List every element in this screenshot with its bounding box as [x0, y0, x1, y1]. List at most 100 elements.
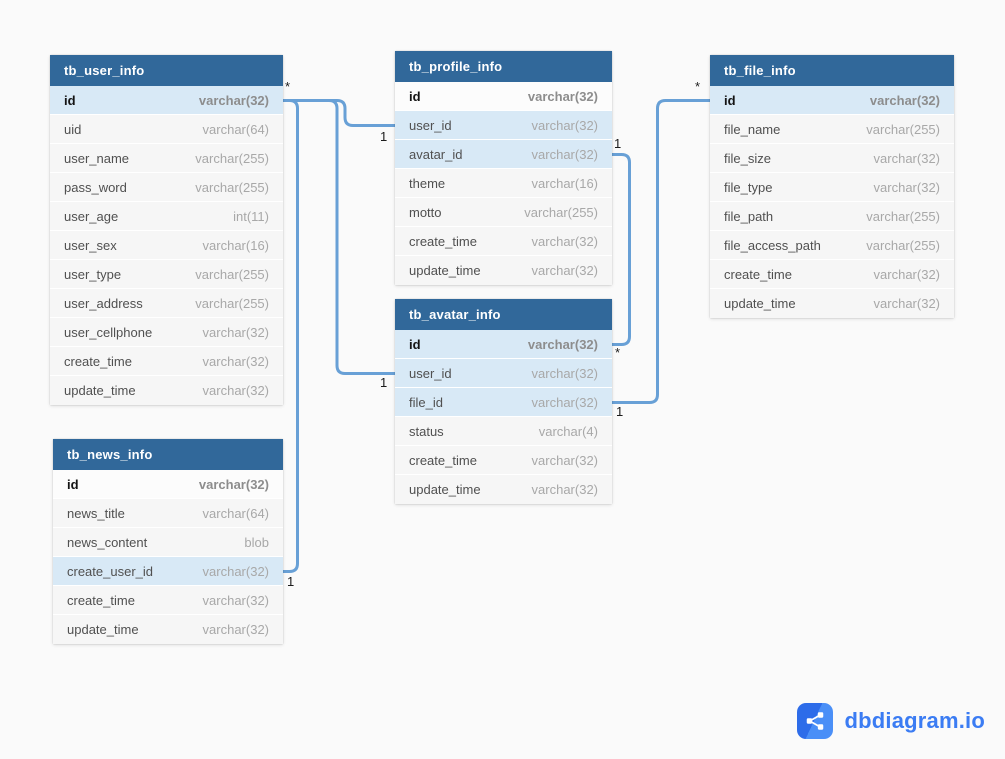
field-name: create_time [724, 266, 792, 282]
field-row-tb_file_info-file_size[interactable]: file_size varchar(32) [710, 144, 954, 173]
relationship-line tb_profile_info.avatar_id->tb_avatar_info.id[interactable] [612, 153, 631, 346]
field-row-tb_user_info-uid[interactable]: uid varchar(64) [50, 115, 283, 144]
field-name: file_size [724, 150, 771, 166]
cardinality-label: 1 [616, 404, 624, 419]
field-row-tb_user_info-pass_word[interactable]: pass_word varchar(255) [50, 173, 283, 202]
cardinality-label: 1 [380, 375, 388, 390]
field-row-tb_news_info-id[interactable]: id varchar(32) [53, 470, 283, 499]
field-type: varchar(255) [195, 295, 269, 311]
field-type: varchar(255) [866, 121, 940, 137]
field-row-tb_avatar_info-file_id[interactable]: file_id varchar(32) [395, 388, 612, 417]
table-header-tb_news_info[interactable]: tb_news_info [53, 439, 283, 470]
field-type: varchar(32) [527, 336, 598, 352]
field-type: varchar(16) [202, 237, 269, 253]
field-type: varchar(255) [866, 237, 940, 253]
field-row-tb_news_info-create_time[interactable]: create_time varchar(32) [53, 586, 283, 615]
field-name: motto [409, 204, 442, 220]
field-row-tb_avatar_info-status[interactable]: status varchar(4) [395, 417, 612, 446]
field-row-tb_user_info-user_cellphone[interactable]: user_cellphone varchar(32) [50, 318, 283, 347]
field-row-tb_profile_info-update_time[interactable]: update_time varchar(32) [395, 256, 612, 285]
table-tb_profile_info[interactable]: tb_profile_info id varchar(32) user_id varch… [395, 51, 612, 285]
field-type: varchar(32) [531, 365, 598, 381]
field-row-tb_profile_info-motto[interactable]: motto varchar(255) [395, 198, 612, 227]
field-type: blob [244, 534, 269, 550]
field-name: status [409, 423, 444, 439]
field-row-tb_profile_info-avatar_id[interactable]: avatar_id varchar(32) [395, 140, 612, 169]
cardinality-label: * [695, 79, 701, 94]
field-name: avatar_id [409, 146, 463, 162]
field-type: varchar(32) [202, 563, 269, 579]
field-name: user_cellphone [64, 324, 153, 340]
field-type: varchar(32) [527, 88, 598, 104]
field-name: create_time [409, 452, 477, 468]
field-row-tb_user_info-create_time[interactable]: create_time varchar(32) [50, 347, 283, 376]
field-name: file_type [724, 179, 773, 195]
field-row-tb_user_info-id[interactable]: id varchar(32) [50, 86, 283, 115]
field-row-tb_profile_info-id[interactable]: id varchar(32) [395, 82, 612, 111]
field-row-tb_avatar_info-id[interactable]: id varchar(32) [395, 330, 612, 359]
field-name: create_time [409, 233, 477, 249]
field-row-tb_user_info-user_name[interactable]: user_name varchar(255) [50, 144, 283, 173]
field-row-tb_avatar_info-create_time[interactable]: create_time varchar(32) [395, 446, 612, 475]
field-name: id [67, 476, 79, 492]
field-type: varchar(32) [202, 324, 269, 340]
field-name: uid [64, 121, 82, 137]
table-header-tb_file_info[interactable]: tb_file_info [710, 55, 954, 86]
relationship-line tb_user_info.id->tb_avatar_info.user_id[interactable] [283, 99, 395, 375]
field-row-tb_file_info-file_name[interactable]: file_name varchar(255) [710, 115, 954, 144]
field-row-tb_news_info-news_title[interactable]: news_title varchar(64) [53, 499, 283, 528]
field-type: varchar(32) [202, 383, 269, 398]
field-name: news_title [67, 505, 125, 521]
field-row-tb_user_info-user_age[interactable]: user_age int(11) [50, 202, 283, 231]
field-type: varchar(32) [873, 266, 940, 282]
dbdiagram-watermark[interactable]: dbdiagram.io [797, 703, 985, 739]
field-row-tb_news_info-update_time[interactable]: update_time varchar(32) [53, 615, 283, 644]
field-row-tb_file_info-file_access_path[interactable]: file_access_path varchar(255) [710, 231, 954, 260]
field-row-tb_file_info-id[interactable]: id varchar(32) [710, 86, 954, 115]
field-type: varchar(32) [531, 482, 598, 497]
field-row-tb_avatar_info-user_id[interactable]: user_id varchar(32) [395, 359, 612, 388]
table-header-tb_avatar_info[interactable]: tb_avatar_info [395, 299, 612, 330]
field-name: id [64, 92, 76, 108]
field-name: file_access_path [724, 237, 821, 253]
field-type: varchar(32) [873, 179, 940, 195]
table-tb_user_info[interactable]: tb_user_info id varchar(32) uid varchar(64) u… [50, 55, 283, 405]
field-type: varchar(32) [202, 592, 269, 608]
field-type: varchar(255) [524, 204, 598, 220]
field-row-tb_user_info-user_sex[interactable]: user_sex varchar(16) [50, 231, 283, 260]
field-type: varchar(32) [531, 394, 598, 410]
field-type: varchar(255) [195, 266, 269, 282]
field-name: file_name [724, 121, 781, 137]
table-tb_avatar_info[interactable]: tb_avatar_info id varchar(32) user_id varcha… [395, 299, 612, 504]
table-tb_file_info[interactable]: tb_file_info id varchar(32) file_name varcha… [710, 55, 954, 318]
field-row-tb_profile_info-create_time[interactable]: create_time varchar(32) [395, 227, 612, 256]
field-row-tb_file_info-create_time[interactable]: create_time varchar(32) [710, 260, 954, 289]
field-row-tb_file_info-update_time[interactable]: update_time varchar(32) [710, 289, 954, 318]
table-header-tb_user_info[interactable]: tb_user_info [50, 55, 283, 86]
field-row-tb_file_info-file_type[interactable]: file_type varchar(32) [710, 173, 954, 202]
field-row-tb_news_info-create_user_id[interactable]: create_user_id varchar(32) [53, 557, 283, 586]
relationship-line tb_avatar_info.file_id->tb_file_info.id[interactable] [612, 99, 710, 404]
field-row-tb_avatar_info-update_time[interactable]: update_time varchar(32) [395, 475, 612, 504]
relationship-line tb_news_info.create_user_id->tb_user_info.id[interactable] [283, 99, 299, 573]
relationship-line tb_user_info.id->tb_profile_info.user_id[interactable] [283, 99, 395, 127]
field-type: varchar(32) [202, 622, 269, 637]
field-name: update_time [409, 263, 481, 278]
field-row-tb_user_info-update_time[interactable]: update_time varchar(32) [50, 376, 283, 405]
table-header-tb_profile_info[interactable]: tb_profile_info [395, 51, 612, 82]
field-type: varchar(32) [873, 296, 940, 311]
field-name: update_time [67, 622, 139, 637]
field-name: user_name [64, 150, 130, 166]
field-row-tb_profile_info-theme[interactable]: theme varchar(16) [395, 169, 612, 198]
field-row-tb_profile_info-user_id[interactable]: user_id varchar(32) [395, 111, 612, 140]
field-row-tb_file_info-file_path[interactable]: file_path varchar(255) [710, 202, 954, 231]
table-tb_news_info[interactable]: tb_news_info id varchar(32) news_title varch… [53, 439, 283, 644]
field-type: varchar(255) [866, 208, 940, 224]
field-row-tb_user_info-user_type[interactable]: user_type varchar(255) [50, 260, 283, 289]
field-row-tb_news_info-news_content[interactable]: news_content blob [53, 528, 283, 557]
field-name: user_age [64, 208, 119, 224]
field-type: varchar(64) [202, 505, 269, 521]
field-type: varchar(32) [531, 146, 598, 162]
field-row-tb_user_info-user_address[interactable]: user_address varchar(255) [50, 289, 283, 318]
